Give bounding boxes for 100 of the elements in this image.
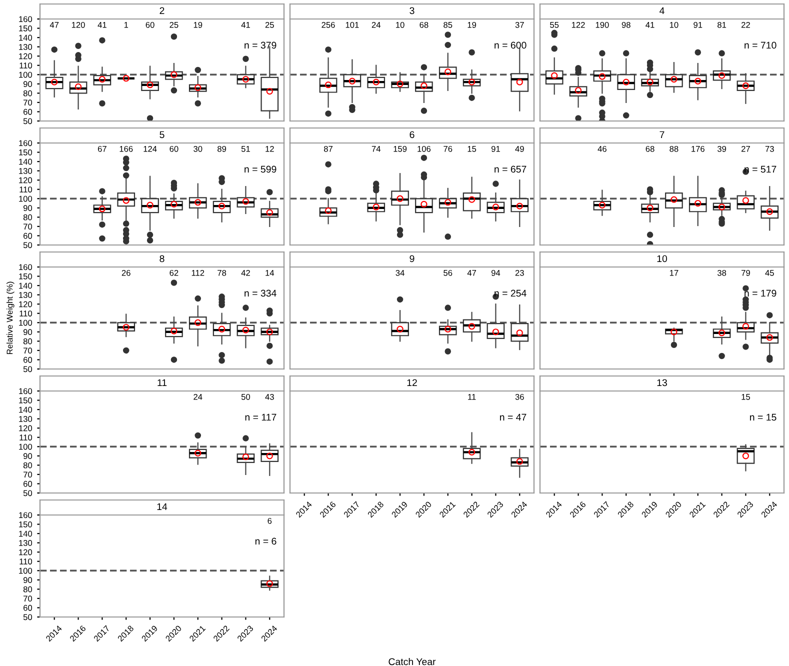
y-tick-label: 150 [19,521,32,528]
chart-title: 6 [410,131,414,138]
annotation: n = 15 [750,414,776,421]
text: 98 [622,22,630,28]
chart-title: 4 [660,7,664,14]
y-tick-label: 70 [24,596,32,602]
text: 10 [670,22,678,28]
text: 1 [124,22,128,28]
text: 62 [170,270,178,276]
text: 23 [515,270,524,276]
text: 27 [742,146,750,152]
y-tick-label: 110 [20,434,32,440]
y-tick-label: 120 [19,549,32,556]
text: 49 [515,146,524,152]
text: 24 [194,394,202,400]
y-tick-label: 80 [23,462,32,468]
text: 37 [515,22,524,28]
text: 47 [50,22,59,28]
text: 85 [444,22,452,28]
y-tick-label: 110 [20,186,32,192]
text: 47 [467,270,476,276]
y-tick-label: 90 [23,81,32,88]
text: 67 [98,146,106,152]
y-tick-label: 80 [23,90,32,96]
y-tick-label: 140 [19,158,32,165]
text: 24 [372,22,381,28]
text: 38 [717,270,726,276]
y-tick-label: 130 [19,292,32,298]
y-tick-label: 80 [23,338,32,344]
y-tick-label: 130 [19,44,32,50]
y-tick-label: 140 [19,530,32,537]
y-tick-label: 130 [19,540,32,546]
text: 122 [572,22,585,28]
x-axis-title: Catch Year [388,658,436,666]
text: 26 [122,270,130,276]
text: 68 [646,146,654,152]
text: 78 [218,270,226,276]
text: 101 [346,22,359,28]
y-tick-label: 50 [23,118,32,124]
annotation: n = 379 [244,42,276,49]
y-tick-label: 50 [23,490,32,496]
y-tick-label: 70 [24,100,32,106]
text: 60 [170,146,178,152]
chart-title: 12 [407,379,417,386]
text: 42 [241,270,250,276]
y-tick-label: 120 [19,425,32,432]
y-tick-label: 70 [24,224,32,230]
y-tick-label: 160 [19,140,32,146]
text: 112 [192,270,204,276]
chart-title: 9 [410,255,414,262]
text: 81 [718,22,726,28]
text: 11 [468,394,476,400]
text: 50 [241,394,250,400]
y-tick-label: 150 [19,149,32,156]
y-tick-label: 90 [23,453,32,460]
text: 41 [98,22,106,28]
text: 94 [491,270,500,276]
y-tick-label: 100 [19,196,32,202]
y-tick-label: 130 [19,416,32,422]
annotation: n = 179 [744,290,776,297]
annotation: n = 47 [500,414,526,421]
text: 10 [396,22,404,28]
text: 14 [266,270,274,276]
annotation: n = 710 [744,42,776,49]
chart-title: 11 [158,379,167,386]
annotation: n = 600 [494,42,526,49]
annotation: n = 657 [494,166,526,173]
y-tick-label: 100 [19,568,32,574]
y-tick-label: 100 [19,72,32,78]
chart-title: 14 [157,503,168,510]
chart-title: 8 [160,255,164,262]
y-tick-label: 140 [19,34,32,41]
y-tick-label: 50 [23,366,32,372]
y-tick-label: 100 [19,320,32,326]
y-tick-label: 90 [23,577,32,584]
text: 89 [218,146,226,152]
chart-title: 3 [410,7,414,14]
text: 73 [765,146,774,152]
text: 124 [144,146,157,152]
y-tick-label: 110 [20,62,32,68]
text: 51 [241,146,250,152]
y-tick-label: 150 [19,397,32,404]
y-tick-label: 160 [19,388,32,394]
chart-title: 7 [660,131,664,138]
text: 159 [394,146,407,152]
text: 76 [444,146,452,152]
chart-title: 2 [160,7,164,14]
y-tick-label: 80 [23,214,32,220]
text: 91 [694,22,702,28]
y-tick-label: 60 [24,232,32,239]
text: 56 [444,270,452,276]
text: 41 [241,22,250,28]
chart-title: 5 [160,131,164,138]
y-tick-label: 140 [19,282,32,289]
y-tick-label: 50 [23,242,32,248]
text: 46 [598,146,606,152]
y-tick-label: 100 [19,444,32,450]
annotation: n = 334 [244,290,276,297]
text: 74 [372,146,381,152]
text: 15 [742,394,750,400]
